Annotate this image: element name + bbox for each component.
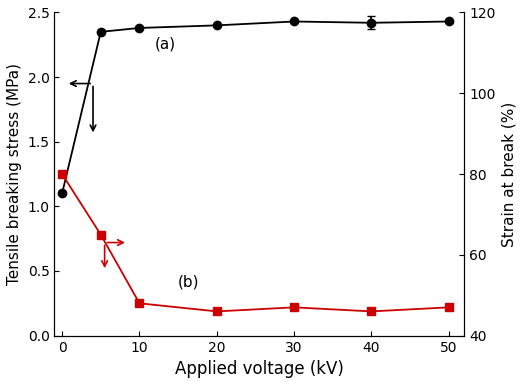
Y-axis label: Strain at break (%): Strain at break (%) xyxy=(501,101,516,247)
Text: (b): (b) xyxy=(178,275,200,290)
Y-axis label: Tensile breaking stress (MPa): Tensile breaking stress (MPa) xyxy=(7,63,22,285)
X-axis label: Applied voltage (kV): Applied voltage (kV) xyxy=(175,360,344,378)
Text: (a): (a) xyxy=(155,37,176,52)
